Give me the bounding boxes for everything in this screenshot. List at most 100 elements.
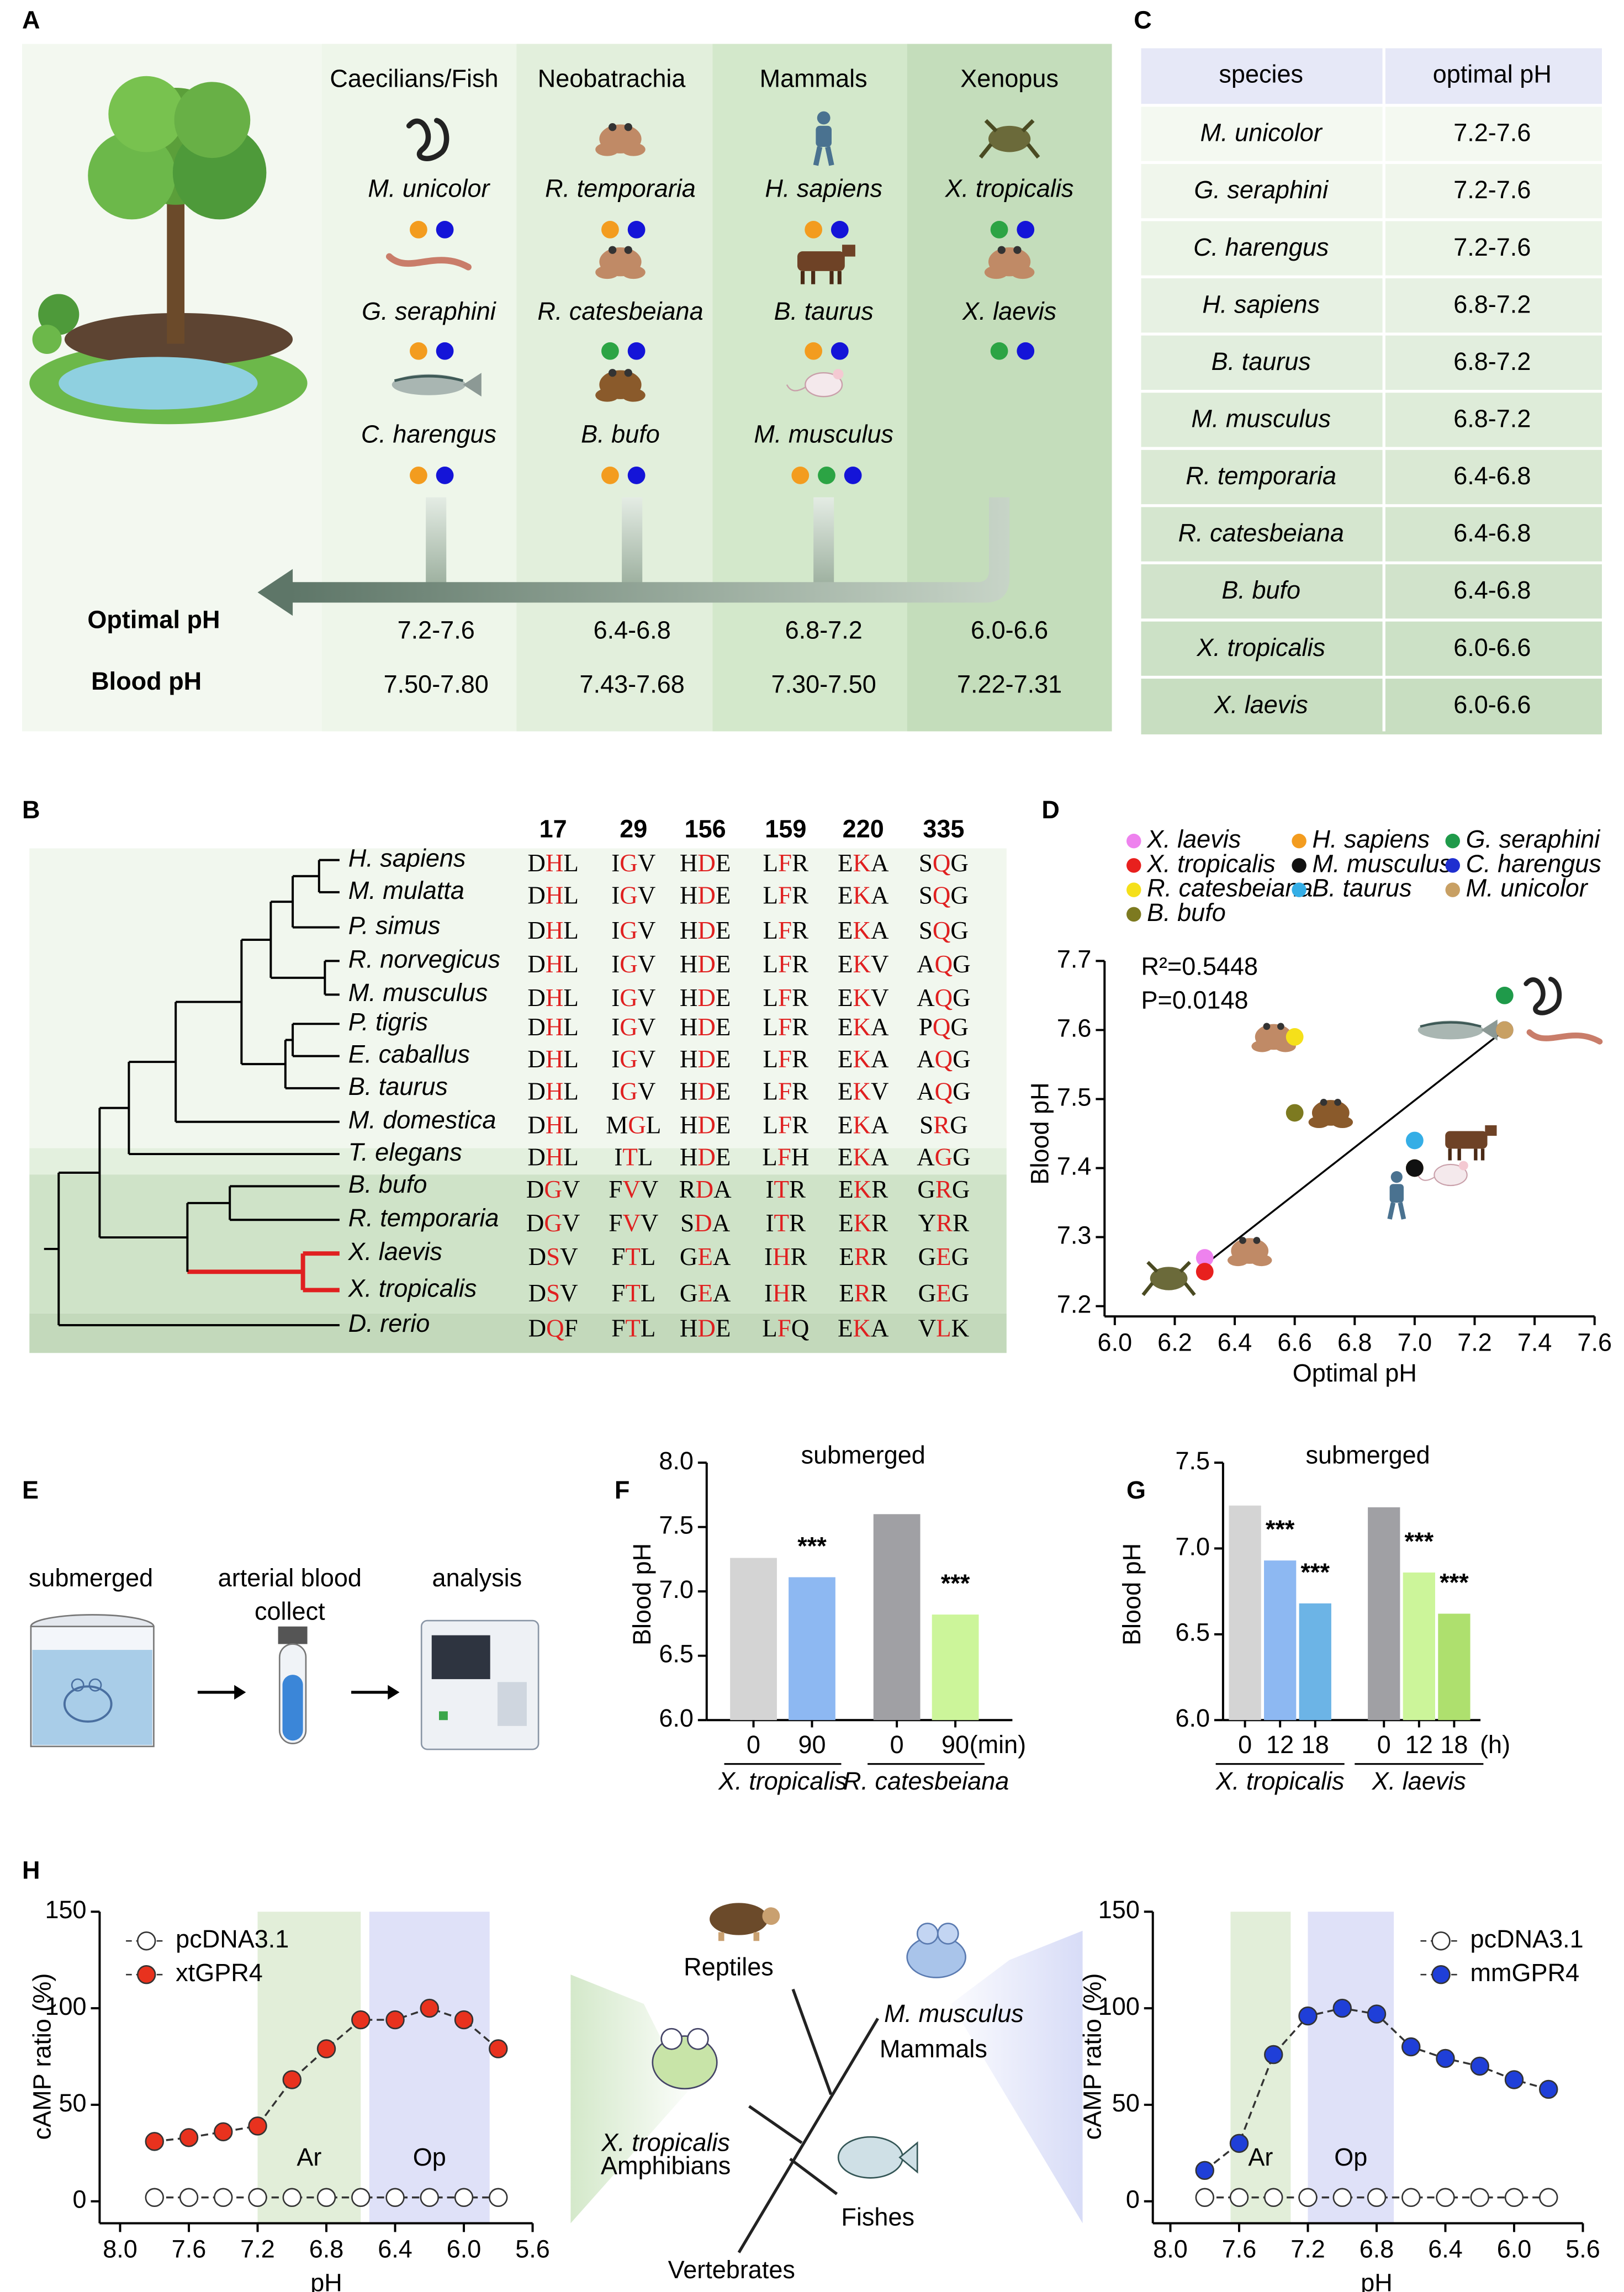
toad-shape bbox=[1334, 1099, 1341, 1106]
position-header: 159 bbox=[765, 815, 806, 843]
submerged-beaker bbox=[30, 1614, 155, 1748]
x-tick-label: 0 bbox=[1238, 1730, 1252, 1759]
residue-triplet: HDE bbox=[680, 1046, 731, 1073]
turtle-shape bbox=[710, 1903, 769, 1935]
worm-icon bbox=[1524, 977, 1562, 1015]
residue-triplet: AQG bbox=[917, 984, 971, 1012]
table-species: M. musculus bbox=[1191, 404, 1331, 432]
residue-triplet: ITL bbox=[614, 1144, 653, 1171]
species-name: D. rerio bbox=[348, 1309, 430, 1337]
bmouse-shape bbox=[906, 1935, 966, 1978]
marker-dot bbox=[410, 221, 427, 239]
mouse-shape bbox=[1417, 1174, 1435, 1181]
table-value: 6.8-7.2 bbox=[1453, 404, 1531, 432]
frog-shape bbox=[599, 247, 642, 277]
residue-triplet: YRR bbox=[918, 1209, 970, 1237]
position-header: 29 bbox=[620, 815, 647, 843]
frog-shape bbox=[997, 246, 1006, 254]
residue-triplet: SQG bbox=[919, 882, 969, 909]
residue-triplet: IHR bbox=[764, 1279, 807, 1307]
y-tick-label: 150 bbox=[45, 1896, 86, 1924]
residue-triplet: HDE bbox=[680, 917, 731, 944]
x-tick-label: 90 bbox=[798, 1730, 826, 1759]
group-label: X. laevis bbox=[1372, 1767, 1466, 1795]
species-name: B. taurus bbox=[774, 297, 874, 325]
fit-line bbox=[1204, 1029, 1505, 1266]
frog-shape bbox=[988, 247, 1031, 277]
point bbox=[316, 2188, 336, 2207]
mouse-shape bbox=[833, 369, 844, 380]
eel-icon bbox=[385, 253, 472, 271]
eel-icon bbox=[1526, 1029, 1603, 1045]
ph-band bbox=[257, 1912, 361, 2224]
point bbox=[1195, 2161, 1214, 2180]
step-label: collect bbox=[255, 1597, 325, 1626]
group-label: X. tropicalis bbox=[718, 1767, 847, 1795]
y-tick-label: 50 bbox=[1112, 2089, 1140, 2117]
point bbox=[1401, 2188, 1421, 2207]
point bbox=[1298, 2006, 1318, 2026]
frog-icon bbox=[595, 246, 646, 279]
y-tick-label: 7.7 bbox=[1057, 945, 1092, 973]
x-tick-label: 7.6 bbox=[172, 2235, 207, 2263]
fish-shape bbox=[1481, 1019, 1498, 1041]
species-name: R. norvegicus bbox=[348, 945, 500, 973]
residue-triplet: IGV bbox=[611, 917, 655, 944]
table-species: C. harengus bbox=[1193, 233, 1329, 261]
marker-dot bbox=[410, 467, 427, 484]
y-tick-label: 8.0 bbox=[659, 1447, 694, 1475]
y-tick-label: 7.5 bbox=[1175, 1447, 1210, 1475]
residue-triplet: FTL bbox=[611, 1279, 655, 1307]
legend-marker bbox=[1126, 833, 1141, 849]
y-tick-label: 0 bbox=[1126, 2185, 1140, 2214]
position-header: 220 bbox=[843, 815, 884, 843]
y-tick-label: 7.0 bbox=[659, 1575, 694, 1603]
legend-label: X. laevis bbox=[1146, 825, 1241, 853]
frog-shape bbox=[1277, 1023, 1284, 1030]
point bbox=[1367, 2188, 1387, 2207]
bar bbox=[1438, 1613, 1470, 1721]
y-tick-label: 7.5 bbox=[659, 1511, 694, 1539]
mouse-shape bbox=[1433, 1163, 1468, 1187]
residue-triplet: HDE bbox=[680, 1144, 731, 1171]
toad-shape bbox=[599, 370, 642, 399]
bar bbox=[1368, 1507, 1400, 1721]
residue-triplet: IGV bbox=[611, 850, 655, 877]
row-label: Optimal pH bbox=[87, 606, 220, 634]
marker-dot bbox=[1017, 342, 1035, 360]
fish-icon bbox=[1417, 1019, 1498, 1041]
residue-triplet: DGV bbox=[526, 1176, 580, 1203]
species-name: M. musculus bbox=[348, 978, 488, 1007]
alignment-background bbox=[29, 1313, 1007, 1353]
column-background bbox=[907, 44, 1112, 732]
gfrog-icon bbox=[652, 2028, 718, 2090]
legend-marker bbox=[1126, 858, 1141, 873]
blood-tube bbox=[278, 1626, 308, 1744]
marker-dot bbox=[990, 342, 1008, 360]
y-tick-label: 50 bbox=[59, 2089, 87, 2117]
table-row-background bbox=[1141, 563, 1602, 620]
y-tick-label: 100 bbox=[45, 1992, 86, 2020]
x-tick-label: 7.0 bbox=[1398, 1328, 1432, 1356]
point bbox=[1436, 2188, 1455, 2207]
marker-dot bbox=[436, 221, 454, 239]
residue-triplet: LFR bbox=[763, 850, 809, 877]
point bbox=[385, 2188, 405, 2207]
mouse-shape bbox=[805, 372, 843, 398]
table-value: 6.0-6.6 bbox=[1453, 633, 1531, 661]
band-label: Ar bbox=[297, 2143, 321, 2171]
point bbox=[1539, 2079, 1558, 2099]
taxon-label: Amphibians bbox=[601, 2152, 731, 2180]
gfrog-shape bbox=[660, 2028, 683, 2050]
worm-icon bbox=[406, 118, 449, 161]
alignment-background bbox=[29, 848, 1007, 1148]
legend-label: pcDNA3.1 bbox=[1470, 1925, 1584, 1953]
table-row-background bbox=[1141, 277, 1602, 335]
species-name: X. tropicalis bbox=[348, 1274, 477, 1302]
marker-dot bbox=[627, 342, 646, 360]
person-icon bbox=[813, 111, 834, 166]
turtle-shape bbox=[718, 1932, 760, 1941]
stat-annotation: R²=0.5448 bbox=[1141, 952, 1258, 981]
residue-triplet: DQF bbox=[528, 1315, 578, 1342]
bar bbox=[1229, 1505, 1261, 1721]
